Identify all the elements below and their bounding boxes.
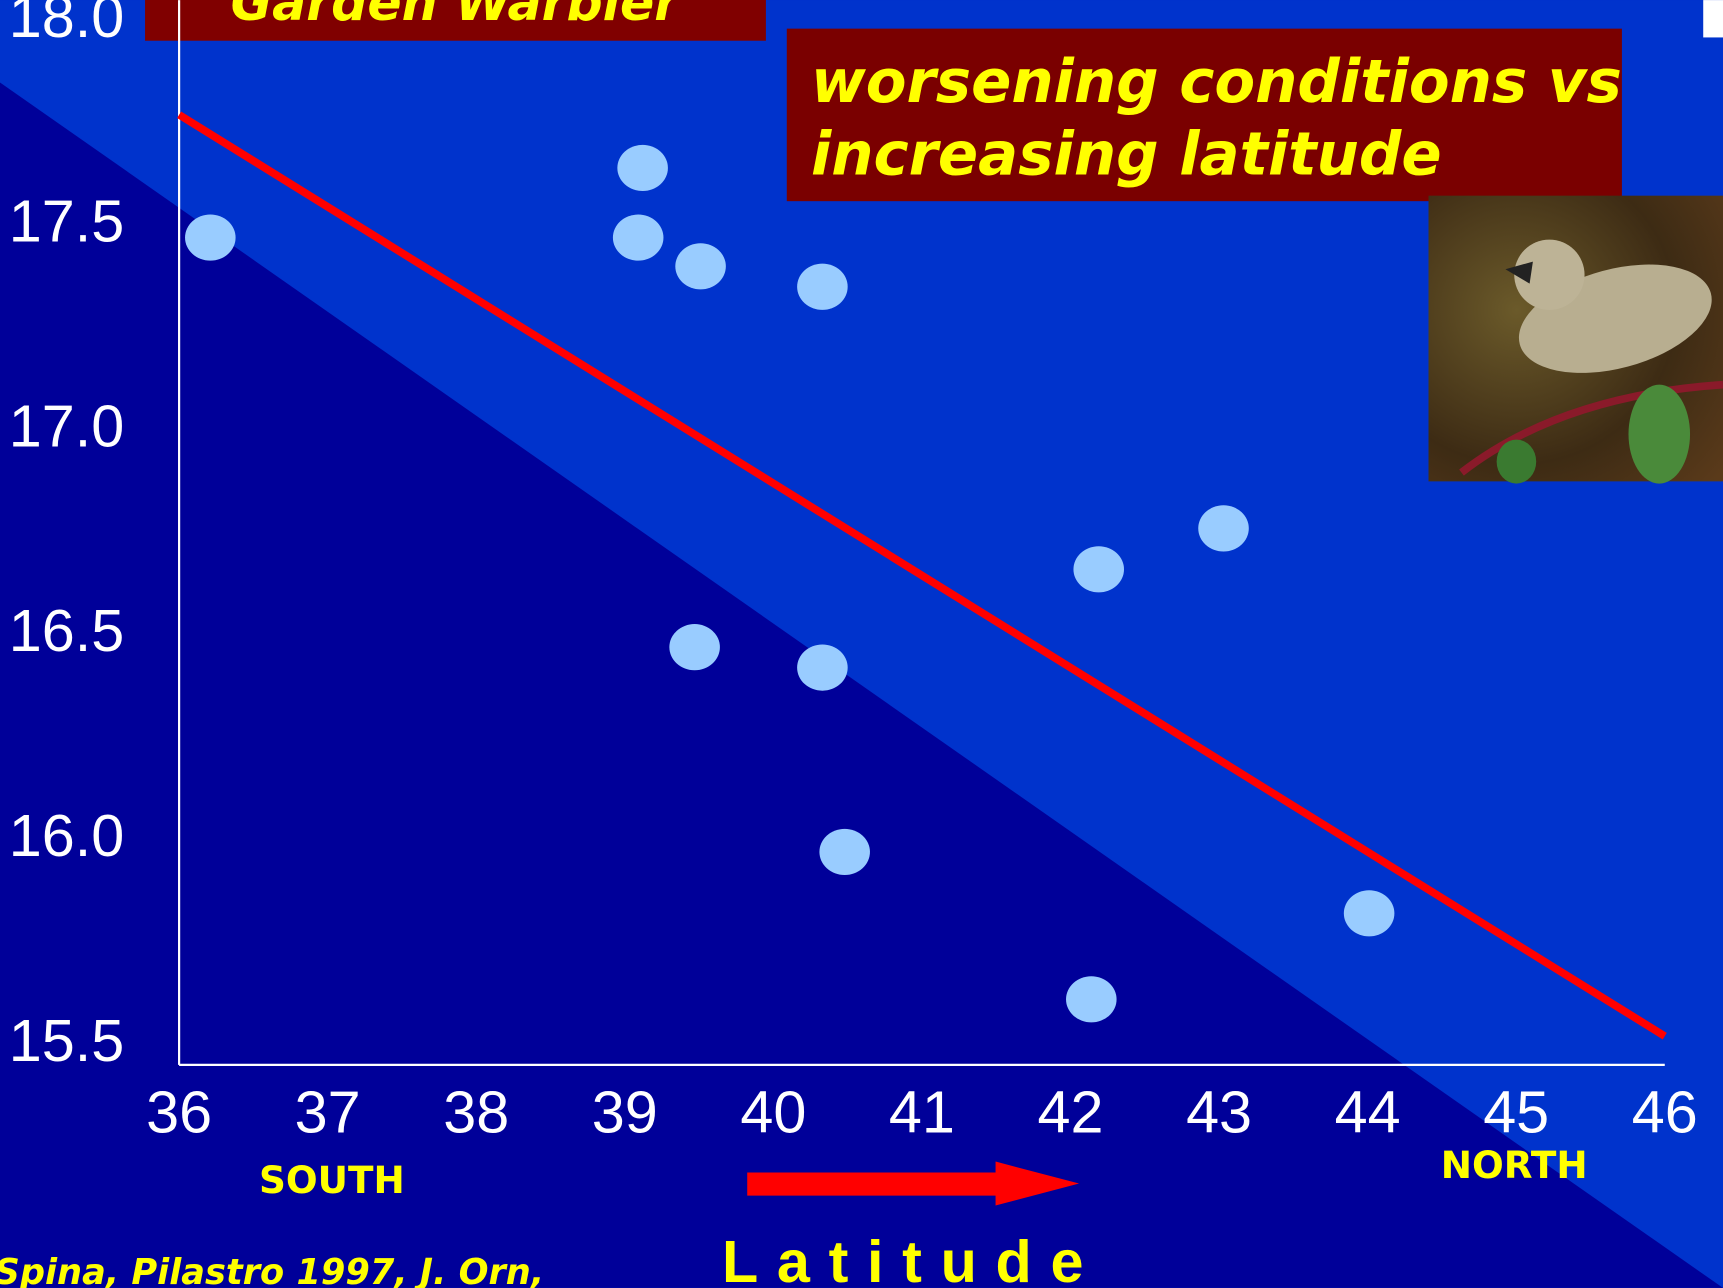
data-point — [1198, 505, 1249, 551]
y-tick-label: 17.0 — [9, 392, 124, 459]
x-tick-label: 46 — [1632, 1079, 1698, 1146]
bird-photo — [1429, 196, 1723, 484]
citation: Spina, Pilastro 1997, J. Orn, — [0, 1252, 544, 1288]
data-point — [617, 145, 668, 191]
data-point — [819, 829, 870, 875]
x-tick-label: 42 — [1038, 1079, 1104, 1146]
y-tick-label: 17.5 — [9, 188, 124, 255]
corner-mark — [1703, 0, 1723, 37]
data-point — [613, 215, 664, 261]
annotation-line: worsening conditions vs — [811, 47, 1622, 116]
data-point — [1073, 546, 1124, 592]
data-point — [1066, 976, 1117, 1022]
x-tick-label: 41 — [889, 1079, 955, 1146]
annotation-line: increasing latitude — [811, 119, 1442, 188]
x-tick-label: 38 — [443, 1079, 509, 1146]
x-tick-label: 37 — [295, 1079, 361, 1146]
north-label: NORTH — [1441, 1143, 1588, 1187]
south-label: SOUTH — [259, 1158, 405, 1202]
data-point — [797, 645, 848, 691]
chart-title: Garden Warbler — [231, 0, 683, 32]
data-point — [185, 215, 236, 261]
y-tick-label: 15.5 — [9, 1007, 124, 1074]
data-point — [1344, 890, 1395, 936]
chart: Garden Warbler worsening conditions vs i… — [0, 0, 1723, 1288]
x-axis-label: Latitude — [722, 1228, 1102, 1288]
x-tick-label: 44 — [1335, 1079, 1401, 1146]
page: {"chart_data": { "type": "scatter", "tit… — [0, 0, 1723, 1288]
data-point — [669, 624, 720, 670]
y-tick-label: 16.0 — [9, 802, 124, 869]
x-tick-label: 45 — [1483, 1079, 1549, 1146]
x-tick-label: 43 — [1186, 1079, 1252, 1146]
x-tick-label: 39 — [592, 1079, 658, 1146]
y-tick-label: 16.5 — [9, 597, 124, 664]
x-tick-label: 36 — [146, 1079, 212, 1146]
y-tick-label: 18.0 — [9, 0, 124, 50]
data-point — [797, 264, 848, 310]
data-point — [675, 243, 726, 289]
x-tick-label: 40 — [740, 1079, 806, 1146]
